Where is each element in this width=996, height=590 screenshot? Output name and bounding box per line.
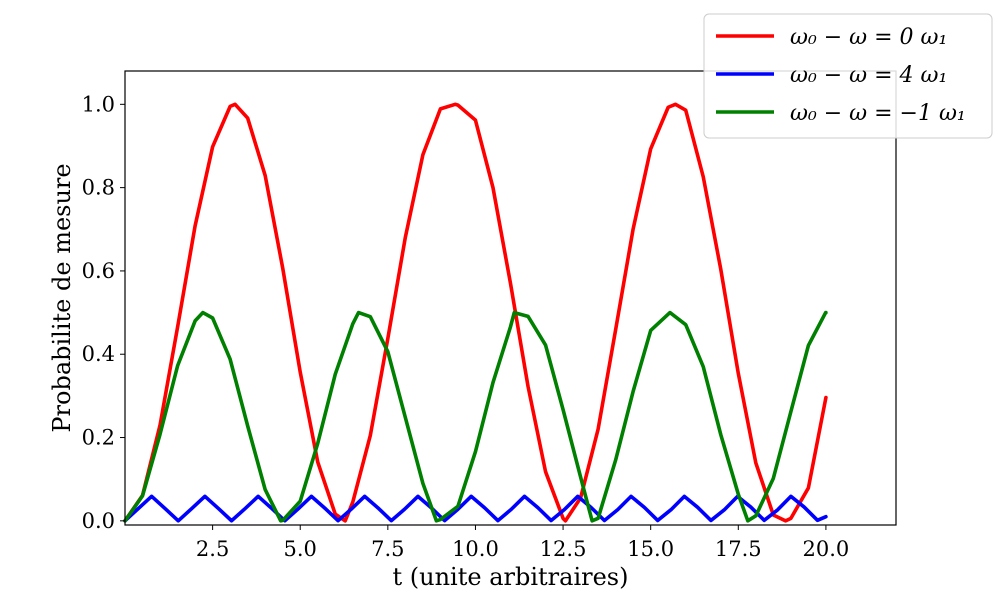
legend-label-3: ω₀ − ω = −1 ω₁ [790,101,966,126]
x-tick-label: 20.0 [803,537,850,561]
x-tick-label: 2.5 [196,537,229,561]
legend-box [703,13,993,139]
y-tick-label: 0.2 [82,426,115,450]
series-line-3 [123,310,828,523]
x-tick-label: 17.5 [715,537,762,561]
y-tick-label: 0.8 [82,176,115,200]
x-tick-label: 15.0 [627,537,674,561]
series-layer [123,102,828,523]
y-tick-label: 0.6 [82,259,115,283]
y-tick-label: 1.0 [82,92,115,116]
y-tick-label: 0.4 [82,342,115,366]
legend-label-2: ω₀ − ω = 4 ω₁ [790,63,947,88]
x-tick-label: 5.0 [284,537,317,561]
series-line-2 [123,494,828,523]
y-tick-label: 0.0 [82,509,115,533]
plot-area-frame [124,70,897,526]
x-tick-label: 12.5 [540,537,587,561]
legend-label-1: ω₀ − ω = 0 ω₁ [790,25,947,50]
x-axis-label: t (unite arbitraires) [393,563,629,590]
x-tick-label: 10.0 [452,537,499,561]
y-axis-label: Probabilite de mesure [48,163,76,432]
x-tick-label: 7.5 [371,537,404,561]
series-line-1 [123,102,828,523]
legend: ω₀ − ω = 0 ω₁ ω₀ − ω = 4 ω₁ ω₀ − ω = −1 ω₁ [703,13,993,139]
axis-ticks: 2.5 5.0 7.5 10.0 12.5 15.0 17.5 20.0 0.0 0.2 0.4 0.… [82,92,850,561]
